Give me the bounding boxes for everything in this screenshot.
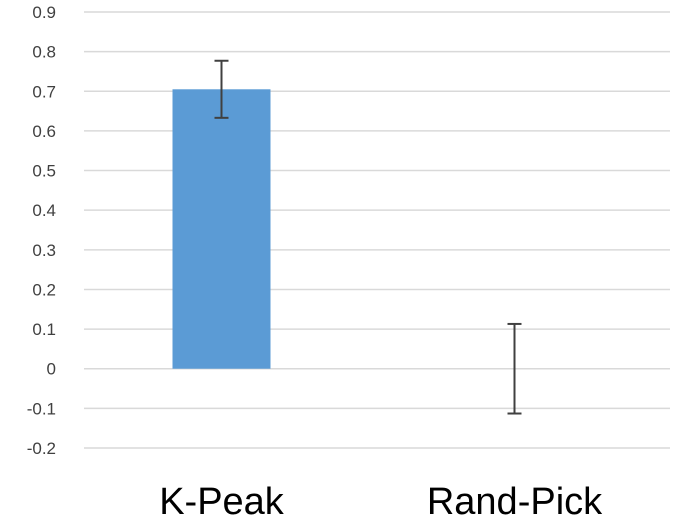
error-bar-k-peak bbox=[214, 59, 229, 119]
bars bbox=[172, 89, 271, 369]
y-tick-label: 0.6 bbox=[32, 122, 56, 141]
bar-k-peak bbox=[172, 89, 271, 369]
y-tick-label: -0.2 bbox=[27, 439, 56, 458]
y-tick-label: 0.1 bbox=[32, 320, 56, 339]
y-axis-tick-labels: 0.9 0.8 0.7 0.6 0.5 0.4 0.3 0.2 0.1 0 -0.1 -0.2 bbox=[27, 3, 56, 458]
category-label: K-Peak bbox=[159, 481, 285, 523]
error-bars bbox=[214, 59, 522, 415]
y-tick-label: 0.9 bbox=[32, 3, 56, 22]
y-tick-label: 0.8 bbox=[32, 43, 56, 62]
y-tick-label: -0.1 bbox=[27, 399, 56, 418]
y-tick-label: 0.4 bbox=[32, 201, 56, 220]
y-tick-label: 0.7 bbox=[32, 82, 56, 101]
y-tick-label: 0.2 bbox=[32, 280, 56, 299]
y-tick-label: 0.3 bbox=[32, 241, 56, 260]
category-label: Rand-Pick bbox=[427, 481, 603, 523]
x-axis-category-labels: K-Peak Rand-Pick bbox=[159, 481, 603, 523]
y-tick-label: 0 bbox=[47, 360, 56, 379]
error-bar-rand-pick bbox=[507, 322, 522, 415]
gridlines bbox=[84, 11, 670, 449]
y-tick-label: 0.5 bbox=[32, 162, 56, 181]
